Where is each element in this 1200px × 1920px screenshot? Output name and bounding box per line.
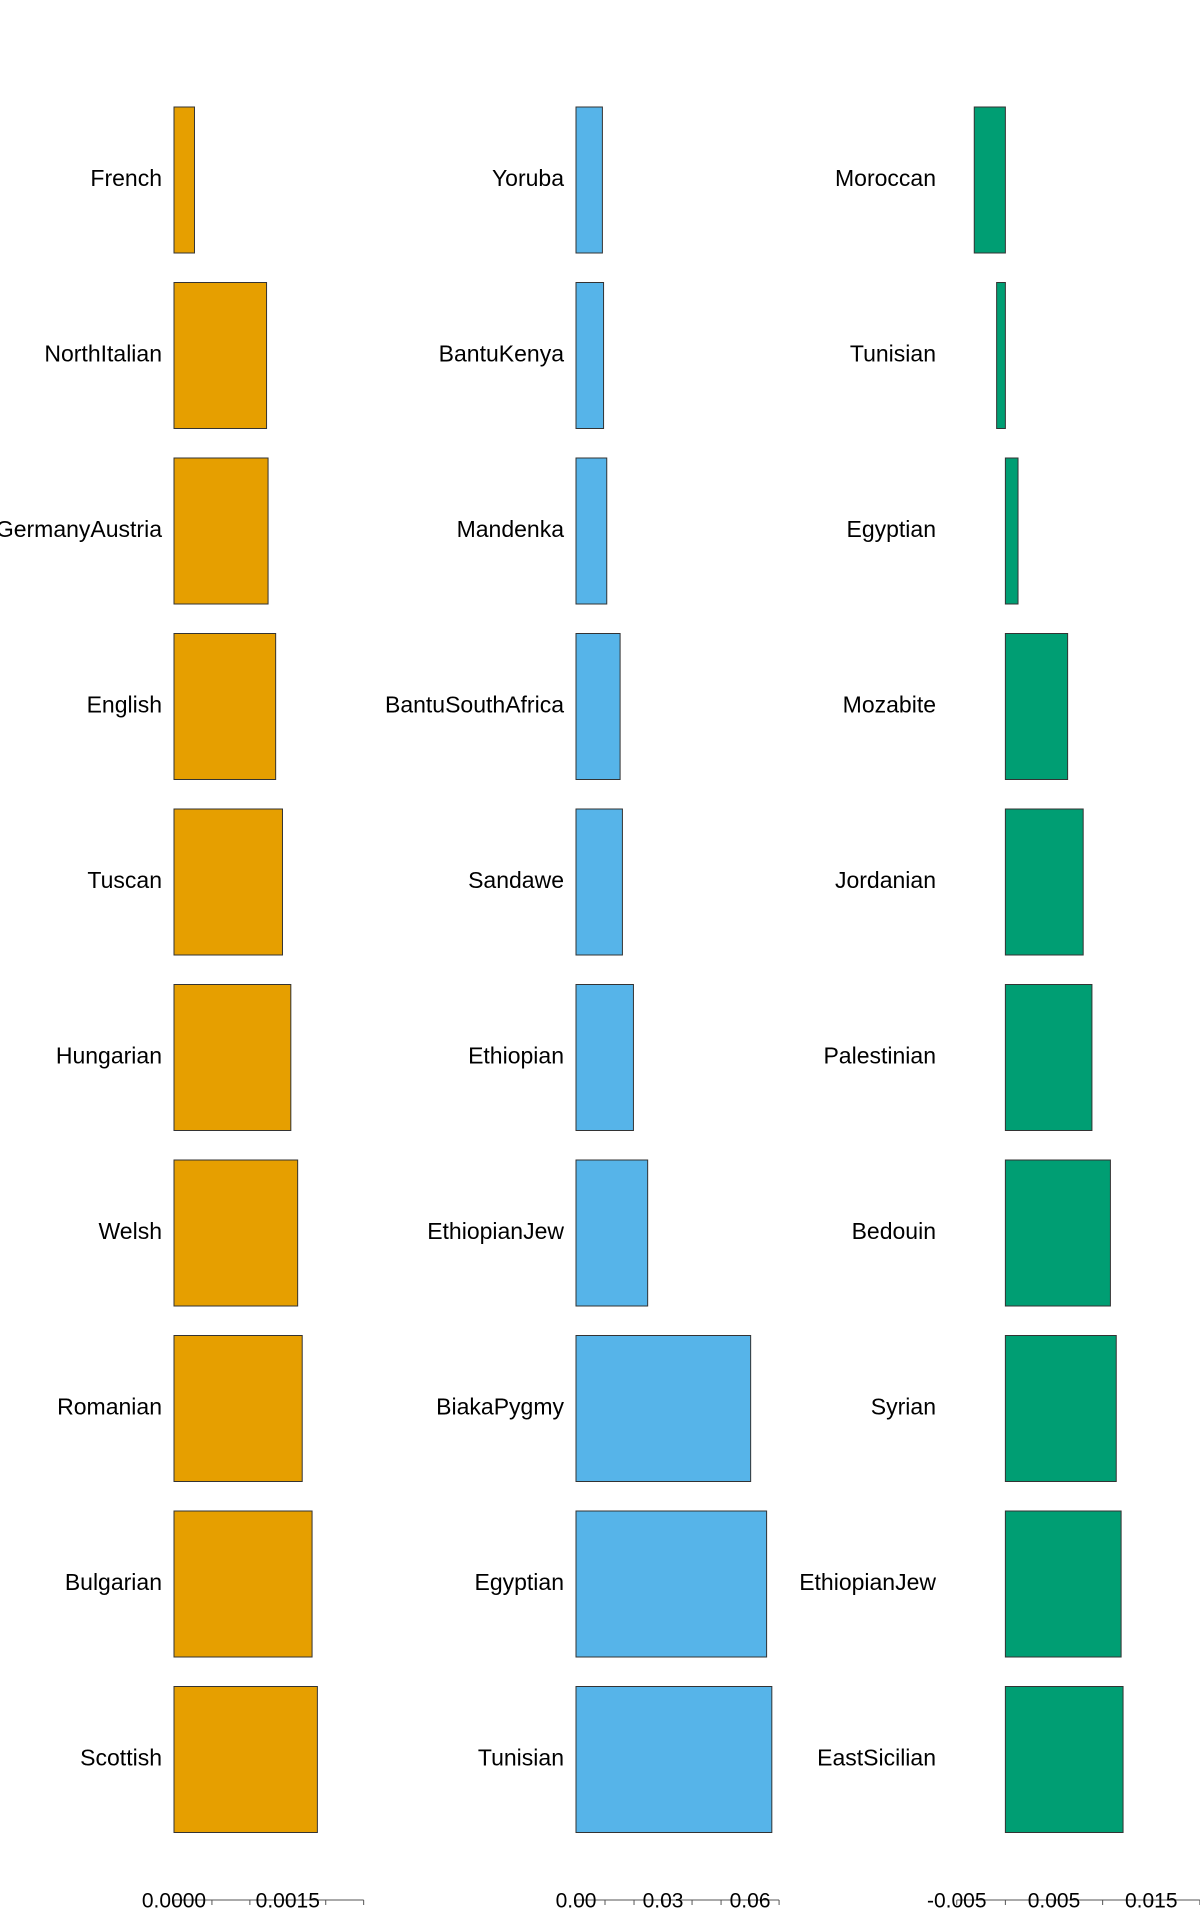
category-label: Romanian: [57, 1394, 162, 1420]
category-label: Egyptian: [474, 1569, 564, 1595]
category-label: EthiopianJew: [799, 1569, 936, 1595]
bar: [173, 1159, 299, 1307]
category-label: Jordanian: [835, 867, 936, 893]
category-label: Syrian: [871, 1394, 936, 1420]
bar: [1004, 808, 1084, 956]
bar: [1004, 633, 1069, 780]
category-label: Mozabite: [843, 692, 936, 718]
category-label: NorthItalian: [44, 341, 162, 367]
chart-panel-3: Moroccan Tunisian Egyptian Mozabite Jordania…: [799, 106, 1200, 1913]
chart-panel-2: Yoruba BantuKenya Mandenka BantuSouthAfrica…: [385, 106, 780, 1913]
bar: [173, 1335, 303, 1482]
bar: [575, 1510, 768, 1658]
tick-label: 0.015: [1125, 1890, 1178, 1913]
category-label: BiakaPygmy: [436, 1394, 564, 1420]
bar: [575, 633, 621, 780]
bar: [173, 984, 292, 1131]
category-label: Bulgarian: [65, 1569, 162, 1595]
tick-label: 0.0000: [142, 1890, 206, 1913]
category-label: English: [87, 692, 162, 718]
bar: [575, 1159, 649, 1307]
bar: [1004, 984, 1093, 1131]
tick-label: 0.0015: [256, 1890, 320, 1913]
bar: [173, 106, 195, 254]
tick-label: 0.005: [1028, 1890, 1081, 1913]
category-label: Egyptian: [846, 516, 936, 542]
bar: [575, 1686, 773, 1833]
bar: [173, 1686, 318, 1833]
tick-label: 0.03: [643, 1890, 684, 1913]
bar: [575, 457, 608, 605]
category-label: Bedouin: [852, 1218, 936, 1244]
bar: [173, 1510, 313, 1658]
bar: [575, 1335, 752, 1482]
bar: [1004, 1686, 1124, 1833]
bar: [173, 457, 269, 605]
chart-panel-1: French NorthItalian GermanyAustria English T…: [0, 106, 365, 1913]
tick-label: 0.06: [730, 1890, 771, 1913]
bar: [1004, 457, 1019, 605]
category-label: French: [90, 165, 162, 191]
bar: [1004, 1159, 1111, 1307]
category-label: BantuKenya: [439, 341, 565, 367]
bar: [575, 282, 605, 429]
bar: [173, 633, 277, 780]
category-label: Palestinian: [823, 1043, 936, 1069]
bar: [575, 106, 603, 254]
bar: [1004, 1335, 1117, 1482]
category-label: EastSicilian: [817, 1745, 936, 1771]
category-label: Tunisian: [850, 341, 936, 367]
category-label: Tuscan: [87, 867, 162, 893]
category-label: Mandenka: [457, 516, 565, 542]
category-label: BantuSouthAfrica: [385, 692, 564, 718]
bar: [575, 808, 623, 956]
tick-label: -0.005: [927, 1890, 987, 1913]
bar: [575, 984, 634, 1131]
category-label: Scottish: [80, 1745, 162, 1771]
category-label: Sandawe: [468, 867, 564, 893]
tick-label: 0.00: [556, 1890, 597, 1913]
bar: [1004, 1510, 1122, 1658]
bar: [173, 808, 283, 956]
category-label: Hungarian: [56, 1043, 162, 1069]
bar: [973, 106, 1006, 254]
bar: [173, 282, 268, 429]
category-label: EthiopianJew: [427, 1218, 564, 1244]
category-label: GermanyAustria: [0, 516, 162, 542]
category-label: Moroccan: [835, 165, 936, 191]
bar: [996, 282, 1006, 429]
category-label: Tunisian: [478, 1745, 564, 1771]
category-label: Yoruba: [492, 165, 564, 191]
category-label: Ethiopian: [468, 1043, 564, 1069]
category-label: Welsh: [99, 1218, 163, 1244]
